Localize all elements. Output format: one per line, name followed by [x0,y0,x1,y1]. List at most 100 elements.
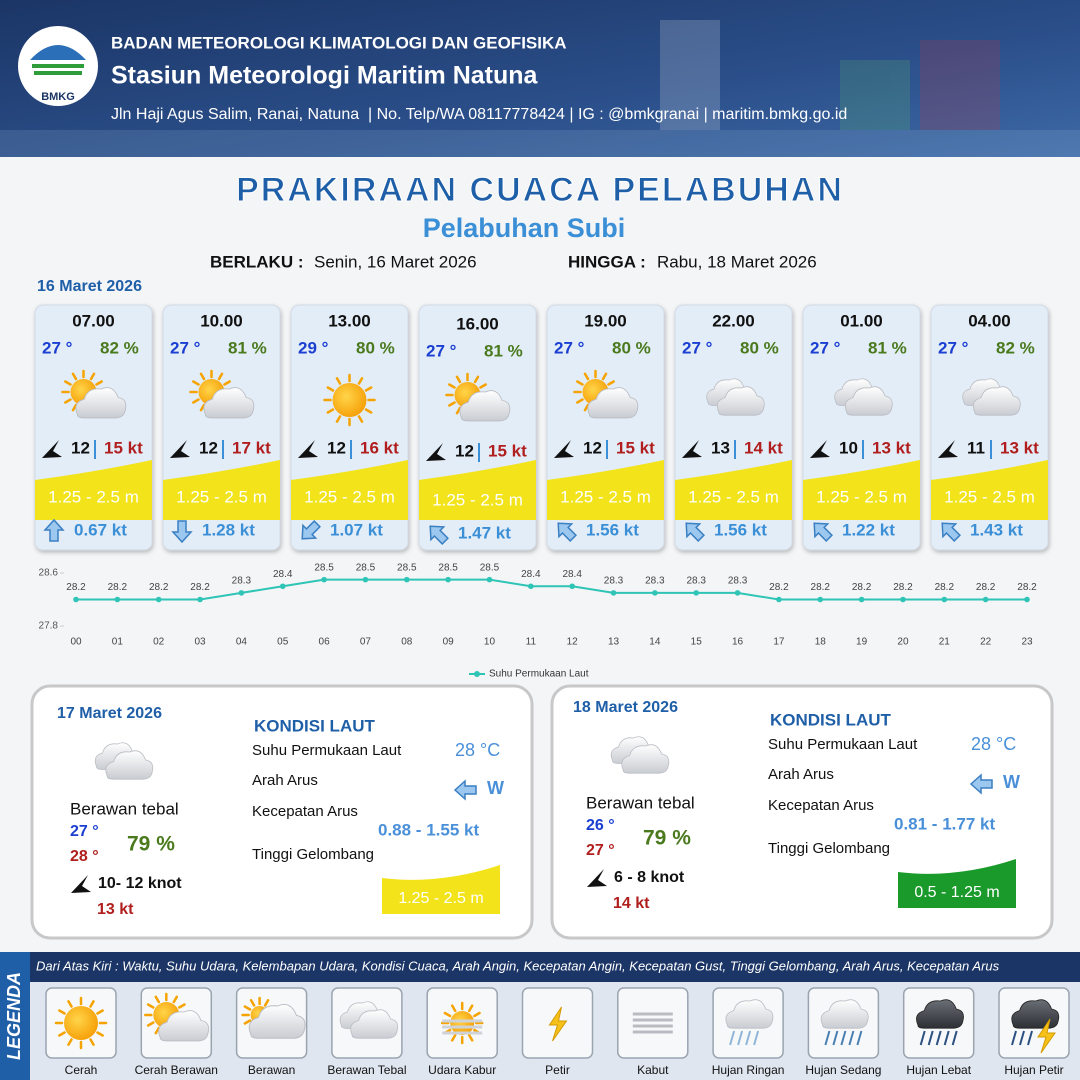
logo-stripe [34,71,82,75]
cloud-icon [844,386,893,416]
sun-icon [323,373,376,427]
x-tick-label: 23 [1021,637,1033,648]
sst-point [445,576,451,583]
wind-arrow [587,869,607,887]
x-tick-label: 05 [277,637,289,648]
cloud-shape [459,390,511,422]
rain-drop [1027,1030,1033,1046]
sun-ray [443,1011,452,1018]
day-wind: 6 - 8 knot [614,869,685,886]
logo-stripe [32,64,84,68]
sst-value-label: 28.2 [66,582,86,593]
sea-heading: KONDISI LAUT [770,710,892,729]
slot-wind: 10 [839,438,858,457]
rain-drop [848,1030,855,1046]
legend-item-label: Cerah Berawan [135,1063,218,1077]
forecast-card: 01.00 27 ° 81 % 10 13 kt 1.25 - 2.5 m 1.22 kt [802,304,921,551]
legend-item-label: Udara Kabur [428,1063,496,1077]
cloud-icon [972,386,1021,416]
legend-strip [30,952,1080,982]
rain-drop [824,1030,831,1046]
cloud-icon [621,744,670,774]
sst-point [693,590,700,596]
page-title: PRAKIRAAN CUACA PELABUHAN [236,171,844,209]
sun-disc [450,1011,475,1035]
sun-ray [249,999,256,1007]
sst-point [652,590,658,596]
sst-value-label: 28.3 [604,576,624,587]
legend-item: Udara Kabur [426,987,498,1077]
current-arrow [969,773,993,795]
sun-disc [64,1006,98,1040]
forecast-card: 16.00 27 ° 81 % 12 15 kt 1.25 - 2.5 m 1.47 kt [418,304,537,551]
sun-ray [583,372,590,381]
sea-current-speed: 0.81 - 1.77 kt [894,814,995,833]
sun-ray [335,377,342,385]
sun-ray [335,415,342,423]
wind-arrow [682,440,702,458]
sun-ray [473,375,480,384]
wind-arrow [170,440,190,458]
day-panel-content: 17 Maret 2026 Berawan tebal 27 ° 28 ° 79 % 10… [57,705,504,918]
sea-wave: 1.25 - 2.5 m [398,890,483,907]
current-arrow [43,518,65,542]
sun-ray [601,372,608,381]
day-temp-max: 27 ° [586,842,615,859]
lightning [548,1006,568,1042]
wind-arrow [810,440,830,458]
sun-disc [332,383,367,417]
sst-value-label: 28.3 [645,576,665,587]
legend-item-label: Kabut [637,1063,669,1077]
sst-value-label: 28.2 [976,582,996,593]
current-arrow [813,522,833,542]
forecast-card: 22.00 27 ° 80 % 13 14 kt 1.25 - 2.5 m 1.56 kt [674,304,793,551]
slot-current: 0.67 kt [74,520,127,539]
legend-item-label: Hujan Ringan [712,1063,785,1077]
slot-time: 10.00 [200,311,243,330]
sst-point [569,583,575,590]
sst-point [321,576,327,583]
sst-value-label: 28.3 [728,576,748,587]
rain-drop [745,1030,752,1046]
valid-from-label: BERLAKU : [210,252,304,271]
legend-item-label: Petir [545,1063,570,1077]
slot-wind: 12 [71,438,90,457]
rain-drop [753,1030,760,1046]
legend-item: Petir [521,987,594,1077]
cloud-shape [972,386,1021,416]
forecast-card: 13.00 29 ° 80 % 12 16 kt 1.25 - 2.5 m 1.07 kt [290,304,409,551]
wave-area [931,460,1048,520]
legend-item: Hujan Petir [998,987,1070,1077]
sun-ray [172,995,179,1004]
rain-drop [927,1030,934,1046]
sun-ray [58,1031,66,1037]
cloud-shape [75,387,127,419]
sst-point [155,596,162,603]
sea-temp: 28 °C [455,740,500,760]
rain-drop [729,1030,736,1046]
sst-point [73,596,79,603]
wind-arrow [71,875,91,893]
slot-gust: 16 kt [360,438,399,457]
sst-point [238,590,245,596]
wave-area [547,460,664,520]
rain-drop [840,1030,847,1046]
slot-time: 07.00 [72,311,115,330]
sea-label: Tinggi Gelombang [768,840,890,857]
slot-wave: 1.25 - 2.5 m [304,487,395,506]
legend-item-label: Berawan Tebal [327,1063,406,1077]
rain-drop [951,1030,958,1046]
slot-humidity: 81 % [484,341,523,360]
logo-emblem [30,45,86,60]
sun-ray [95,380,103,386]
sun-ray [217,372,224,381]
rain-drop [1019,1030,1025,1046]
current-arrow [941,522,961,542]
wind-arrow [42,440,62,458]
y-tick-label: 27.8 [39,621,59,632]
wind-arrow [298,440,318,458]
sun-ray [448,383,456,389]
sun-ray [455,406,462,415]
slot-temp: 27 ° [938,338,969,357]
